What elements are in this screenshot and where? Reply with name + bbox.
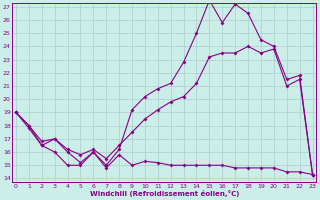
X-axis label: Windchill (Refroidissement éolien,°C): Windchill (Refroidissement éolien,°C) <box>90 190 239 197</box>
